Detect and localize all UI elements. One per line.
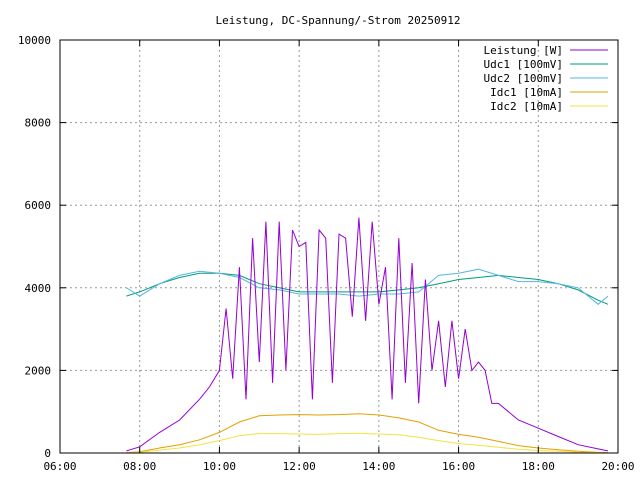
y-axis: 0 2000 4000 6000 8000 10000	[18, 34, 618, 460]
x-axis: 06:00 08:00 10:00 12:00 14:00 16:00 18:00 20:00	[43, 40, 635, 473]
legend-label: Udc2 [100mV]	[484, 72, 563, 85]
series-line	[126, 268, 609, 305]
legend-label: Idc1 [10mA]	[490, 86, 563, 99]
chart-title: Leistung, DC-Spannung/-Strom 20250912	[215, 14, 460, 27]
series-layer	[126, 217, 609, 454]
legend-label: Leistung [W]	[484, 44, 563, 57]
x-tick-label: 06:00	[43, 460, 76, 473]
legend-label: Idc2 [10mA]	[490, 100, 563, 113]
x-tick-label: 10:00	[203, 460, 236, 473]
x-tick-label: 14:00	[362, 460, 395, 473]
legend-label: Udc1 [100mV]	[484, 58, 563, 71]
x-tick-label: 16:00	[442, 460, 475, 473]
legend: Leistung [W]Udc1 [100mV]Udc2 [100mV]Idc1…	[484, 44, 608, 113]
x-tick-label: 20:00	[601, 460, 634, 473]
y-tick-label: 4000	[25, 282, 52, 295]
series-line	[126, 272, 609, 305]
series-line	[126, 413, 609, 454]
y-tick-label: 6000	[25, 199, 52, 212]
series-line	[126, 217, 609, 452]
x-tick-label: 08:00	[123, 460, 156, 473]
y-tick-label: 2000	[25, 364, 52, 377]
y-tick-label: 8000	[25, 117, 52, 130]
series-line	[126, 432, 609, 454]
y-tick-label: 10000	[18, 34, 51, 47]
x-tick-label: 18:00	[522, 460, 555, 473]
x-tick-label: 12:00	[283, 460, 316, 473]
plot-frame	[59, 39, 619, 454]
y-tick-label: 0	[44, 447, 51, 460]
